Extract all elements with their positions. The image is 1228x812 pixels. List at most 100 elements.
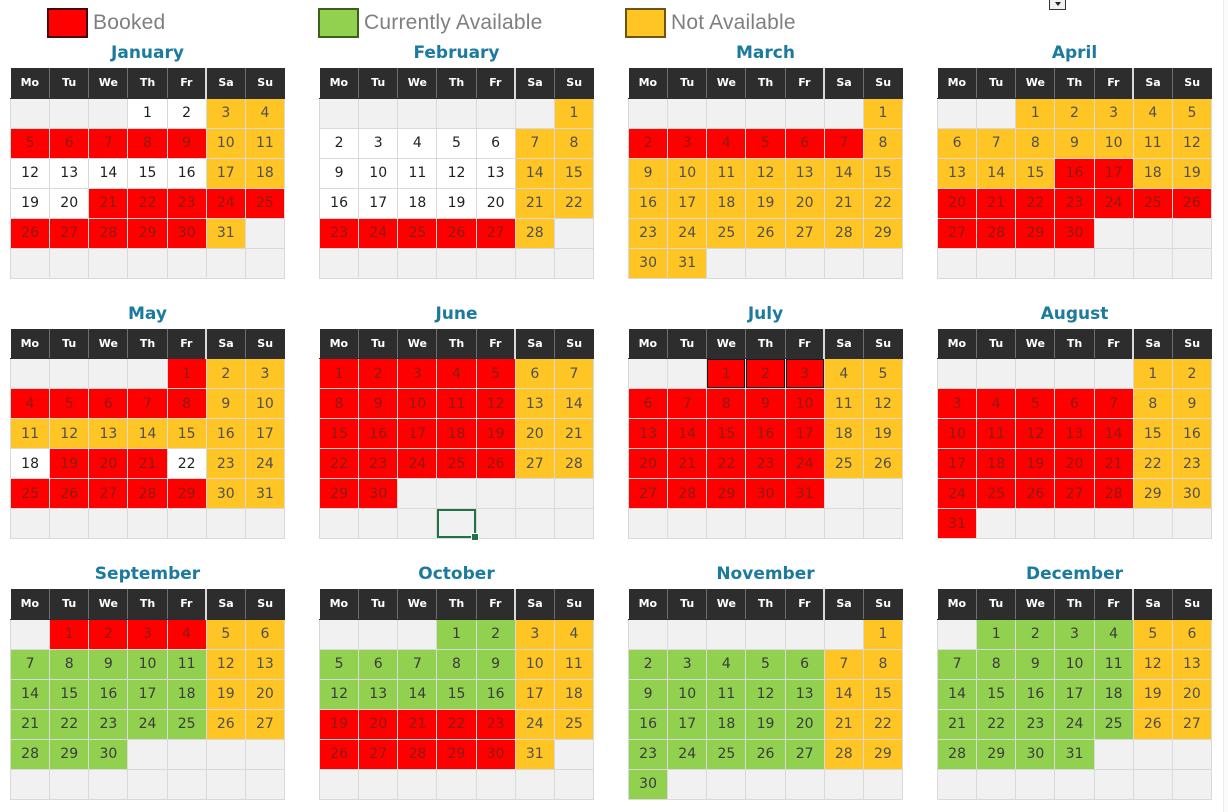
day-cell-september-14-currently-available[interactable]: 14 xyxy=(9,678,51,710)
day-cell-august-14-booked[interactable]: 14 xyxy=(1093,418,1134,449)
day-cell-february-14-not-available[interactable]: 14 xyxy=(514,157,555,189)
day-cell-december-27-not-available[interactable]: 27 xyxy=(1171,708,1213,740)
day-cell-december-13-not-available[interactable]: 13 xyxy=(1171,648,1213,680)
day-cell-december-12-not-available[interactable]: 12 xyxy=(1132,648,1173,680)
blank-cell[interactable] xyxy=(127,768,168,800)
day-cell-october-9-currently-available[interactable]: 9 xyxy=(475,648,516,680)
day-cell-november-13-currently-available[interactable]: 13 xyxy=(784,678,825,710)
day-cell-june-24-booked[interactable]: 24 xyxy=(397,448,438,479)
day-cell-january-23-booked[interactable]: 23 xyxy=(166,187,207,219)
day-cell-august-28-booked[interactable]: 28 xyxy=(1093,478,1134,509)
day-cell-november-28-not-available[interactable]: 28 xyxy=(823,738,864,770)
day-cell-november-8-not-available[interactable]: 8 xyxy=(862,648,904,680)
day-cell-june-7-not-available[interactable]: 7 xyxy=(553,358,595,389)
day-cell-september-22-currently-available[interactable]: 22 xyxy=(49,708,90,740)
day-cell-september-27-not-available[interactable]: 27 xyxy=(244,708,286,740)
day-cell-march-21-not-available[interactable]: 21 xyxy=(823,187,864,219)
day-cell-march-26-not-available[interactable]: 26 xyxy=(745,217,786,249)
day-cell-december-18-currently-available[interactable]: 18 xyxy=(1093,678,1134,710)
day-cell-november-9-currently-available[interactable]: 9 xyxy=(627,678,669,710)
day-cell-february-25-booked[interactable]: 25 xyxy=(397,217,438,249)
day-cell-june-13-not-available[interactable]: 13 xyxy=(514,388,555,419)
day-cell-october-21-booked[interactable]: 21 xyxy=(397,708,438,740)
day-cell-march-3-booked[interactable]: 3 xyxy=(667,127,708,159)
blank-cell[interactable] xyxy=(1015,247,1056,279)
day-cell-september-15-currently-available[interactable]: 15 xyxy=(49,678,90,710)
day-cell-october-13-currently-available[interactable]: 13 xyxy=(358,678,399,710)
day-cell-february-16-unmarked[interactable]: 16 xyxy=(318,187,360,219)
day-cell-august-27-booked[interactable]: 27 xyxy=(1054,478,1095,509)
blank-cell[interactable] xyxy=(127,508,168,539)
day-cell-may-1-booked[interactable]: 1 xyxy=(166,358,207,389)
day-cell-june-12-booked[interactable]: 12 xyxy=(475,388,516,419)
day-cell-march-7-booked[interactable]: 7 xyxy=(823,127,864,159)
day-cell-march-9-not-available[interactable]: 9 xyxy=(627,157,669,189)
day-cell-may-17-not-available[interactable]: 17 xyxy=(244,418,286,449)
blank-cell[interactable] xyxy=(627,97,669,129)
day-cell-april-6-not-available[interactable]: 6 xyxy=(936,127,978,159)
blank-cell[interactable] xyxy=(127,358,168,389)
blank-cell[interactable] xyxy=(706,97,747,129)
day-cell-december-24-currently-available[interactable]: 24 xyxy=(1054,708,1095,740)
day-cell-november-7-not-available[interactable]: 7 xyxy=(823,648,864,680)
day-cell-august-21-booked[interactable]: 21 xyxy=(1093,448,1134,479)
day-cell-october-5-currently-available[interactable]: 5 xyxy=(318,648,360,680)
day-cell-january-22-booked[interactable]: 22 xyxy=(127,187,168,219)
blank-cell[interactable] xyxy=(397,97,438,129)
day-cell-july-23-booked[interactable]: 23 xyxy=(745,448,786,479)
day-cell-april-18-not-available[interactable]: 18 xyxy=(1132,157,1173,189)
day-cell-may-13-not-available[interactable]: 13 xyxy=(88,418,129,449)
day-cell-september-2-booked[interactable]: 2 xyxy=(88,618,129,650)
day-cell-june-10-booked[interactable]: 10 xyxy=(397,388,438,419)
day-cell-december-20-not-available[interactable]: 20 xyxy=(1171,678,1213,710)
day-cell-june-20-not-available[interactable]: 20 xyxy=(514,418,555,449)
day-cell-june-30-booked[interactable]: 30 xyxy=(358,478,399,509)
day-cell-january-27-booked[interactable]: 27 xyxy=(49,217,90,249)
day-cell-march-18-not-available[interactable]: 18 xyxy=(706,187,747,219)
blank-cell[interactable] xyxy=(205,247,246,279)
day-cell-august-23-not-available[interactable]: 23 xyxy=(1171,448,1213,479)
day-cell-october-29-booked[interactable]: 29 xyxy=(436,738,477,770)
blank-cell[interactable] xyxy=(358,508,399,539)
day-cell-july-24-booked[interactable]: 24 xyxy=(784,448,825,479)
day-cell-march-17-not-available[interactable]: 17 xyxy=(667,187,708,219)
day-cell-november-17-currently-available[interactable]: 17 xyxy=(667,708,708,740)
blank-cell[interactable] xyxy=(514,97,555,129)
day-cell-may-30-not-available[interactable]: 30 xyxy=(205,478,246,509)
blank-cell[interactable] xyxy=(88,247,129,279)
day-cell-march-28-not-available[interactable]: 28 xyxy=(823,217,864,249)
day-cell-march-25-not-available[interactable]: 25 xyxy=(706,217,747,249)
blank-cell[interactable] xyxy=(862,768,904,800)
day-cell-september-3-booked[interactable]: 3 xyxy=(127,618,168,650)
day-cell-june-22-booked[interactable]: 22 xyxy=(318,448,360,479)
day-cell-june-6-not-available[interactable]: 6 xyxy=(514,358,555,389)
blank-cell[interactable] xyxy=(1054,358,1095,389)
day-cell-october-19-booked[interactable]: 19 xyxy=(318,708,360,740)
day-cell-january-5-booked[interactable]: 5 xyxy=(9,127,51,159)
day-cell-june-14-not-available[interactable]: 14 xyxy=(553,388,595,419)
day-cell-september-19-not-available[interactable]: 19 xyxy=(205,678,246,710)
scroll-arrow-button[interactable] xyxy=(1049,0,1066,10)
day-cell-december-5-not-available[interactable]: 5 xyxy=(1132,618,1173,650)
day-cell-april-16-booked[interactable]: 16 xyxy=(1054,157,1095,189)
day-cell-october-20-booked[interactable]: 20 xyxy=(358,708,399,740)
blank-cell[interactable] xyxy=(166,768,207,800)
day-cell-august-3-booked[interactable]: 3 xyxy=(936,388,978,419)
blank-cell[interactable] xyxy=(1093,217,1134,249)
blank-cell[interactable] xyxy=(9,768,51,800)
day-cell-may-28-booked[interactable]: 28 xyxy=(127,478,168,509)
day-cell-april-11-not-available[interactable]: 11 xyxy=(1132,127,1173,159)
day-cell-february-2-unmarked[interactable]: 2 xyxy=(318,127,360,159)
day-cell-march-23-not-available[interactable]: 23 xyxy=(627,217,669,249)
blank-cell[interactable] xyxy=(823,478,864,509)
day-cell-may-3-not-available[interactable]: 3 xyxy=(244,358,286,389)
day-cell-january-3-not-available[interactable]: 3 xyxy=(205,97,246,129)
day-cell-november-26-currently-available[interactable]: 26 xyxy=(745,738,786,770)
day-cell-december-16-currently-available[interactable]: 16 xyxy=(1015,678,1056,710)
blank-cell[interactable] xyxy=(436,508,480,542)
day-cell-november-27-currently-available[interactable]: 27 xyxy=(784,738,825,770)
blank-cell[interactable] xyxy=(823,247,864,279)
day-cell-july-9-booked[interactable]: 9 xyxy=(745,388,786,419)
day-cell-july-15-booked[interactable]: 15 xyxy=(706,418,747,449)
day-cell-august-19-booked[interactable]: 19 xyxy=(1015,448,1056,479)
